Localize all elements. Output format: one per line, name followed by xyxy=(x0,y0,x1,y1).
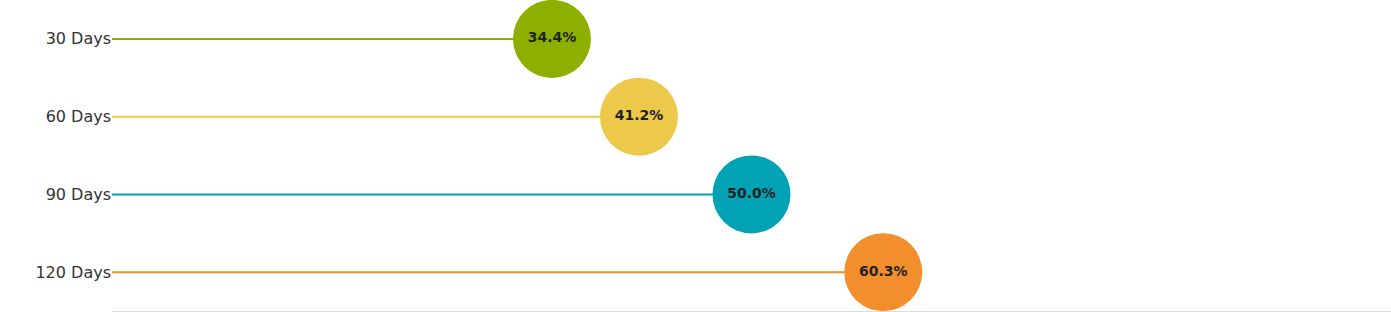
svg-text:90 Days: 90 Days xyxy=(46,185,111,204)
svg-text:60.3%: 60.3% xyxy=(859,263,908,279)
svg-text:50.0%: 50.0% xyxy=(727,185,776,201)
svg-text:41.2%: 41.2% xyxy=(615,107,664,123)
svg-text:60 Days: 60 Days xyxy=(46,107,111,126)
svg-text:30 Days: 30 Days xyxy=(46,29,111,48)
svg-text:34.4%: 34.4% xyxy=(528,29,577,45)
svg-text:120 Days: 120 Days xyxy=(35,263,111,282)
